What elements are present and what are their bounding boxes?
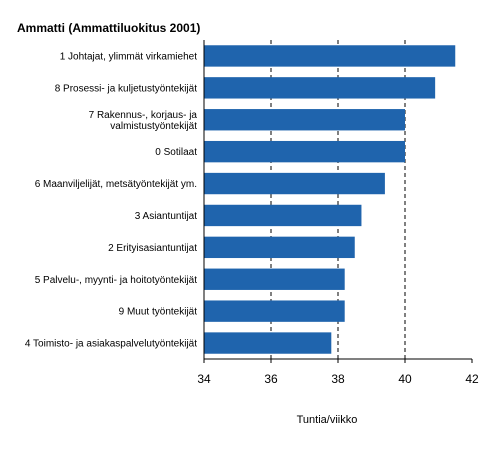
- bar: [204, 140, 405, 163]
- bar: [204, 268, 345, 290]
- category-label: 3 Asiantuntijat: [135, 211, 197, 222]
- tick-label: 42: [465, 372, 479, 386]
- tick-label: 38: [331, 372, 345, 386]
- category-labels: 1 Johtajat, ylimmät virkamiehet 8 Prosess…: [25, 51, 198, 349]
- category-label: 7 Rakennus-, korjaus- ja: [89, 110, 198, 121]
- category-label: 8 Prosessi- ja kuljetustyöntekijät: [55, 83, 198, 94]
- tick-label: 40: [398, 372, 412, 386]
- category-label: 2 Erityisasiantuntijat: [108, 243, 197, 254]
- category-label: 9 Muut työntekijät: [119, 307, 198, 318]
- bar: [204, 300, 345, 322]
- bar: [204, 204, 362, 227]
- bar: [204, 236, 355, 259]
- category-label: 6 Maanviljelijät, metsätyöntekijät ym.: [35, 179, 197, 190]
- category-label: 0 Sotilaat: [155, 147, 197, 158]
- category-label: 1 Johtajat, ylimmät virkamiehet: [60, 51, 197, 62]
- bar: [204, 109, 405, 131]
- tick-label: 36: [264, 372, 278, 386]
- category-label: 4 Toimisto- ja asiakaspalvelutyöntekijät: [25, 339, 197, 350]
- chart-title: Ammatti (Ammattiluokitus 2001): [17, 21, 200, 35]
- tick-label: 34: [197, 372, 211, 386]
- bar: [204, 77, 436, 99]
- bar: [204, 45, 456, 67]
- x-axis-ticks: 34 36 38 40 42: [197, 359, 479, 386]
- x-axis-label: Tuntia/viikko: [297, 414, 358, 426]
- bar: [204, 172, 385, 195]
- bar: [204, 332, 332, 354]
- category-label: valmistustyöntekijät: [110, 121, 197, 132]
- category-label: 5 Palvelu-, myynti- ja hoitotyöntekijät: [35, 275, 198, 286]
- bars: [204, 45, 456, 354]
